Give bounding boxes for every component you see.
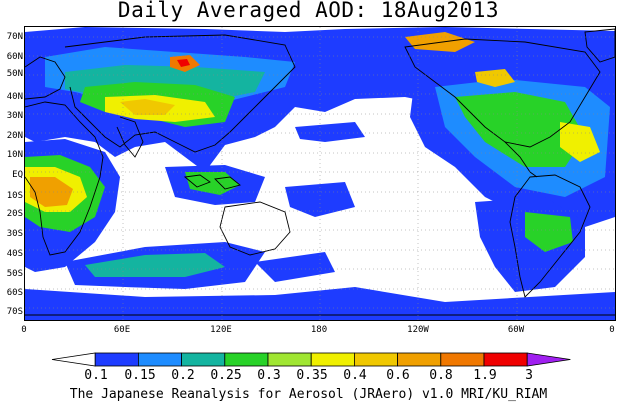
colorbar-swatch xyxy=(137,352,182,367)
colorbar-label: 3 xyxy=(525,368,533,383)
colorbar-swatch xyxy=(310,352,355,367)
colorbar-swatch xyxy=(483,352,528,367)
lon-label: 60W xyxy=(507,325,525,335)
lat-label: 10S xyxy=(6,191,23,201)
colorbar-label: 0.6 xyxy=(386,368,410,383)
coast-europe xyxy=(25,56,66,100)
coast-greenland xyxy=(584,28,615,63)
map-title: Daily Averaged AOD: 18Aug2013 xyxy=(117,0,500,22)
footer-credit: The Japanese Reanalysis for Aerosol (JRA… xyxy=(69,387,548,402)
colorbar-label: 1.9 xyxy=(473,368,497,383)
lat-label: 40N xyxy=(6,92,23,102)
lon-label: 120W xyxy=(407,325,429,335)
lat-label: 30S xyxy=(6,229,23,239)
aod-map-svg xyxy=(25,27,615,320)
graticule xyxy=(25,27,615,320)
aod-region-south-america-green xyxy=(525,212,573,252)
aod-region-siberia-red xyxy=(177,59,190,67)
lat-label: 30N xyxy=(6,111,23,121)
colorbar-label: 0.1 xyxy=(84,368,108,383)
colorbar-swatch xyxy=(51,352,96,367)
lat-label: 10N xyxy=(6,150,23,160)
colorbar-label: 0.3 xyxy=(257,368,281,383)
colorbar-swatch xyxy=(397,352,442,367)
colorbar-swatch xyxy=(224,352,269,367)
coast-indonesia xyxy=(183,174,241,190)
lon-label: 120E xyxy=(210,325,232,335)
lat-label: 20N xyxy=(6,131,23,141)
aod-field xyxy=(25,27,615,320)
colorbar-swatch xyxy=(440,352,485,367)
lat-label: EQ xyxy=(12,170,23,180)
aod-region-south-pacific-patch xyxy=(255,252,335,282)
lat-label: 60S xyxy=(6,288,23,298)
lat-label: 40S xyxy=(6,249,23,259)
aod-region-south-atlantic-teal xyxy=(85,253,225,277)
lat-label: 60N xyxy=(6,52,23,62)
aod-region-asia-orange xyxy=(120,99,175,115)
aod-region-americas-yellow xyxy=(560,122,600,162)
colorbar-swatch xyxy=(353,352,398,367)
aod-region-americas-green xyxy=(455,92,585,167)
aod-region-africa-orange xyxy=(30,177,73,207)
colorbar-label: 0.15 xyxy=(124,368,156,383)
coast-australia xyxy=(219,201,291,256)
coast-asia xyxy=(64,34,296,153)
coast-central-america xyxy=(504,141,538,178)
colorbar-label: 0.25 xyxy=(210,368,242,383)
aod-region-pacific-patch xyxy=(295,122,365,142)
colorbar-label: 0.4 xyxy=(343,368,367,383)
coast-africa xyxy=(25,101,104,256)
colorbar-boxes xyxy=(51,352,571,367)
coast-india xyxy=(116,116,144,158)
colorbar-label: 0.8 xyxy=(429,368,453,383)
colorbar-swatch xyxy=(181,352,226,367)
lon-label: 0 xyxy=(21,325,27,335)
lat-label: 70S xyxy=(6,307,23,317)
lon-label: 0 xyxy=(609,325,615,335)
colorbar xyxy=(51,352,571,367)
coast-south-america xyxy=(509,174,591,298)
coast-north-america xyxy=(404,38,601,148)
aod-region-canada-orange xyxy=(475,69,515,87)
aod-map xyxy=(24,26,616,321)
lon-label: 60E xyxy=(113,325,131,335)
colorbar-label: 0.2 xyxy=(171,368,195,383)
lat-label: 70N xyxy=(6,32,23,42)
lat-label: 50N xyxy=(6,69,23,79)
lat-label: 50S xyxy=(6,269,23,279)
colorbar-swatch xyxy=(94,352,139,367)
colorbar-label: 0.35 xyxy=(296,368,328,383)
lon-label: 180 xyxy=(310,325,328,335)
colorbar-swatch xyxy=(267,352,312,367)
colorbar-swatch xyxy=(526,352,571,367)
lat-label: 20S xyxy=(6,209,23,219)
